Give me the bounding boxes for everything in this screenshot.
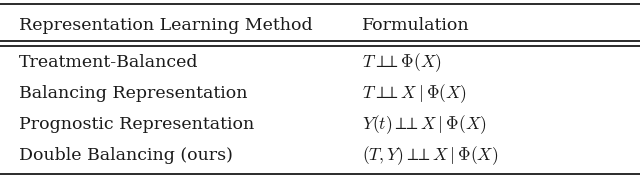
Text: Representation Learning Method: Representation Learning Method — [19, 17, 313, 34]
Text: $Y(t) \perp\!\!\!\perp X \mid \Phi(X)$: $Y(t) \perp\!\!\!\perp X \mid \Phi(X)$ — [362, 113, 486, 136]
Text: $T \perp\!\!\!\perp X \mid \Phi(X)$: $T \perp\!\!\!\perp X \mid \Phi(X)$ — [362, 82, 467, 105]
Text: Double Balancing (ours): Double Balancing (ours) — [19, 147, 233, 164]
Text: $(T, Y) \perp\!\!\!\perp X \mid \Phi(X)$: $(T, Y) \perp\!\!\!\perp X \mid \Phi(X)$ — [362, 144, 498, 167]
Text: Balancing Representation: Balancing Representation — [19, 85, 248, 102]
Text: Treatment-Balanced: Treatment-Balanced — [19, 54, 198, 71]
Text: Prognostic Representation: Prognostic Representation — [19, 116, 255, 133]
Text: Formulation: Formulation — [362, 17, 469, 34]
Text: $T \perp\!\!\!\perp \Phi(X)$: $T \perp\!\!\!\perp \Phi(X)$ — [362, 52, 441, 74]
